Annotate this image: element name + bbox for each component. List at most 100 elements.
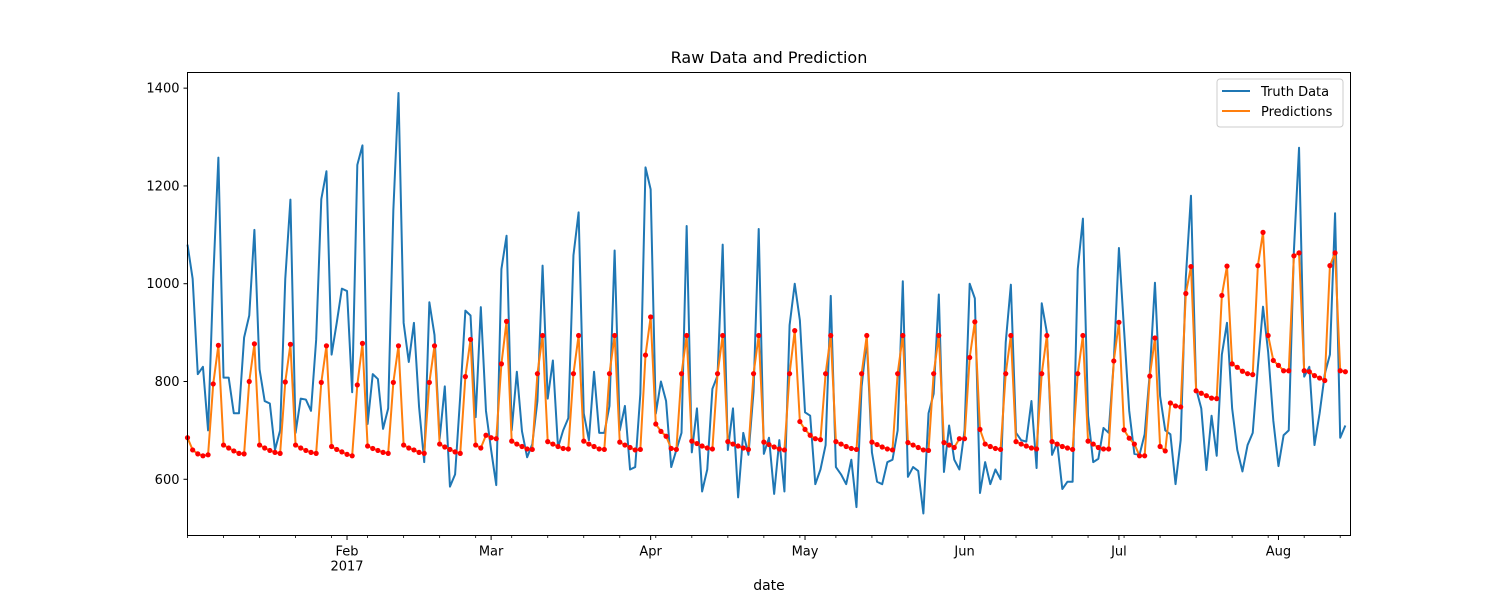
prediction-point: [370, 445, 376, 452]
prediction-point: [359, 340, 366, 346]
prediction-point: [931, 371, 937, 377]
prediction-point: [586, 441, 592, 447]
prediction-point: [1332, 250, 1338, 256]
prediction-point: [550, 441, 556, 447]
prediction-point: [1157, 443, 1163, 450]
prediction-point: [1265, 332, 1271, 339]
prediction-point: [601, 446, 607, 453]
prediction-point: [1033, 446, 1040, 452]
prediction-point: [344, 451, 350, 457]
prediction-point: [817, 437, 824, 443]
prediction-point: [339, 449, 345, 455]
prediction-point: [1239, 368, 1246, 374]
prediction-point: [529, 446, 535, 453]
prediction-point: [781, 447, 788, 453]
prediction-point: [447, 446, 453, 453]
x-tick-label: Feb: [336, 545, 359, 560]
prediction-point: [298, 445, 304, 451]
prediction-point: [524, 446, 530, 452]
prediction-point: [1070, 446, 1076, 453]
prediction-point: [282, 379, 288, 385]
prediction-point: [1111, 358, 1117, 364]
prediction-point: [1275, 362, 1282, 368]
prediction-point: [457, 450, 463, 456]
prediction-point: [231, 448, 237, 454]
prediction-point: [879, 444, 885, 450]
prediction-point: [627, 444, 633, 451]
prediction-point: [1095, 444, 1101, 451]
prediction-point: [771, 444, 777, 450]
prediction-point: [1322, 377, 1328, 384]
prediction-point: [349, 453, 355, 459]
series-line-predictions: [186, 231, 1346, 457]
prediction-point: [756, 332, 762, 339]
y-axis: 600 800 1000 1200 1400: [146, 82, 188, 488]
prediction-point: [606, 371, 613, 377]
prediction-point: [1167, 400, 1173, 406]
prediction-point: [190, 447, 196, 453]
y-tick-label: 800: [155, 375, 180, 390]
prediction-point: [720, 332, 726, 339]
prediction-point: [936, 332, 942, 339]
prediction-point: [519, 443, 525, 450]
prediction-point: [1214, 396, 1220, 402]
prediction-point: [622, 442, 628, 448]
prediction-point: [735, 443, 741, 449]
plot-area: [187, 72, 1351, 536]
legend: Truth Data Predictions: [1216, 78, 1344, 128]
prediction-point: [1008, 332, 1014, 339]
prediction-point: [714, 371, 721, 377]
prediction-point: [941, 440, 947, 446]
prediction-point: [236, 450, 242, 456]
prediction-point: [967, 354, 973, 361]
prediction-point: [1198, 390, 1204, 396]
prediction-point: [864, 332, 870, 339]
prediction-point: [1327, 263, 1333, 269]
prediction-point: [1147, 373, 1153, 379]
prediction-point: [545, 439, 551, 445]
prediction-point: [1126, 435, 1132, 441]
prediction-point: [1255, 263, 1261, 269]
prediction-point: [581, 438, 587, 444]
prediction-point: [334, 446, 340, 453]
prediction-point: [987, 443, 993, 450]
prediction-point: [498, 361, 505, 367]
prediction-point: [915, 444, 921, 451]
prediction-point: [925, 447, 932, 454]
prediction-point: [462, 374, 468, 380]
prediction-point: [730, 441, 736, 447]
x-tick-label: Mar: [479, 545, 504, 560]
prediction-point: [1219, 292, 1225, 299]
prediction-point: [313, 450, 319, 456]
prediction-point: [1100, 446, 1107, 452]
prediction-point: [684, 332, 690, 339]
prediction-point: [287, 341, 294, 347]
prediction-point: [951, 444, 957, 451]
prediction-point: [786, 371, 793, 377]
legend-label-predictions: Predictions: [1261, 105, 1333, 120]
prediction-point: [1162, 448, 1168, 454]
prediction-point: [1085, 438, 1091, 444]
x-tick-label: Jun: [953, 545, 974, 560]
prediction-point: [395, 343, 402, 349]
prediction-point: [411, 447, 417, 453]
chart-title: Raw Data and Prediction: [671, 48, 868, 67]
prediction-point: [740, 445, 746, 451]
prediction-point: [401, 442, 407, 448]
prediction-point: [612, 332, 618, 339]
prediction-point: [1028, 445, 1035, 451]
prediction-point: [1064, 445, 1071, 451]
prediction-point: [442, 444, 448, 450]
prediction-point: [277, 450, 283, 456]
prediction-point: [534, 371, 541, 377]
prediction-point: [956, 436, 963, 442]
prediction-point: [776, 446, 782, 452]
prediction-point: [565, 446, 571, 452]
prediction-point: [1281, 368, 1287, 374]
prediction-point: [725, 439, 731, 445]
prediction-point: [632, 447, 638, 453]
prediction-point: [1193, 388, 1199, 394]
prediction-point: [1136, 453, 1143, 459]
